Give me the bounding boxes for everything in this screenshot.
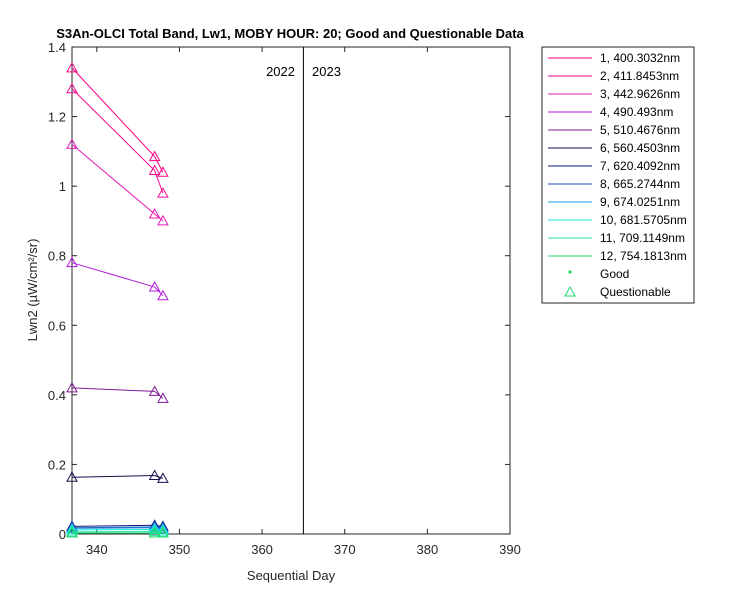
data-point-marker: [66, 381, 78, 393]
legend-entry: 12, 754.1813nm: [600, 249, 687, 263]
data-point-marker: [66, 523, 78, 535]
data-point-marker: [157, 526, 169, 538]
x-tick-label: 380: [417, 542, 439, 557]
legend-entry: 3, 442.9626nm: [600, 87, 680, 101]
data-point-marker: [148, 164, 161, 175]
data-point-marker: [148, 525, 161, 537]
data-point-marker: [148, 150, 161, 162]
y-tick-label: 0: [59, 527, 66, 542]
series-6: [66, 469, 169, 483]
data-point-marker: [66, 471, 78, 482]
y-tick-label: 0.6: [48, 318, 66, 333]
y-axis-ticks: 0 0.2 0.4 0.6 0.8 1 1.2 1.4: [48, 40, 510, 542]
x-tick-label: 360: [251, 542, 273, 557]
y-tick-label: 1.2: [48, 110, 66, 125]
data-point-marker: [66, 61, 78, 73]
legend-marker-questionable: [564, 285, 576, 297]
legend-entry: Questionable: [600, 285, 671, 299]
data-point-marker: [66, 520, 78, 531]
series-line: [71, 88, 164, 194]
y-tick-label: 1: [59, 179, 66, 194]
legend-entry: 6, 560.4503nm: [600, 141, 680, 155]
legend-entry: 1, 400.3032nm: [600, 51, 680, 65]
data-point-marker: [148, 280, 161, 292]
data-point-marker: [148, 523, 161, 534]
data-point-marker: [157, 472, 169, 483]
year-label-left: 2022: [266, 64, 295, 79]
data-point-marker: [148, 526, 161, 538]
x-tick-label: 340: [86, 542, 108, 557]
data-point-marker: [66, 525, 78, 537]
series-line: [71, 67, 164, 173]
x-tick-label: 390: [499, 542, 521, 557]
data-point-marker: [157, 524, 169, 535]
data-point-marker: [66, 82, 78, 94]
x-axis-label: Sequential Day: [247, 568, 336, 583]
legend: 1, 400.3032nm 2, 411.8453nm 3, 442.9626nm 4…: [541, 46, 695, 304]
series-10: [66, 523, 169, 535]
legend-entry: 8, 665.2744nm: [600, 177, 680, 191]
series-line: [71, 262, 164, 297]
series-line: [71, 387, 164, 399]
x-tick-label: 370: [334, 542, 356, 557]
x-tick-label: 350: [169, 542, 191, 557]
year-divider: 2022 2023: [266, 47, 341, 534]
legend-marker-good: [568, 270, 572, 274]
legend-entry: 7, 620.4092nm: [600, 159, 680, 173]
series-3: [66, 138, 169, 226]
series-2: [66, 82, 169, 198]
data-point-marker: [66, 526, 78, 538]
legend-entry: 9, 674.0251nm: [600, 195, 680, 209]
data-point-marker: [157, 214, 169, 226]
y-tick-label: 0.8: [48, 249, 66, 264]
series-1: [66, 61, 169, 177]
axes-frame: [71, 46, 511, 535]
data-point-marker: [157, 187, 169, 198]
data-point-marker: [66, 522, 78, 533]
series-5: [66, 381, 169, 403]
series-layer: [66, 61, 169, 538]
legend-entry: 2, 411.8453nm: [600, 69, 679, 83]
series-4: [66, 256, 169, 301]
x-axis-ticks: 340 350 360 370 380 390: [86, 47, 521, 557]
plot-area: [71, 46, 511, 535]
data-point-marker: [157, 392, 169, 403]
data-point-marker: [157, 520, 169, 531]
legend-entry: 10, 681.5705nm: [600, 213, 687, 227]
data-point-marker: [148, 385, 161, 396]
data-point-marker: [157, 289, 169, 301]
data-point-marker: [66, 256, 78, 268]
y-tick-label: 1.4: [48, 40, 66, 55]
data-point-marker: [148, 207, 161, 219]
legend-entry: Good: [600, 267, 629, 281]
data-point-marker: [157, 166, 169, 177]
legend-entry: 11, 709.1149nm: [600, 231, 685, 245]
data-point-marker: [157, 525, 169, 537]
legend-box: [541, 46, 695, 304]
series-11: [66, 525, 169, 537]
series-line: [71, 144, 164, 222]
y-tick-label: 0.2: [48, 457, 66, 472]
data-point-marker: [66, 138, 78, 149]
y-axis-label: Lwn2 (µW/cm²/sr): [25, 239, 40, 342]
chart-title: S3An-OLCI Total Band, Lw1, MOBY HOUR: 20…: [56, 26, 524, 41]
legend-entry: 4, 490.493nm: [600, 105, 673, 119]
series-12: [66, 526, 169, 538]
data-point-marker: [148, 469, 161, 481]
legend-entry: 5, 510.4676nm: [600, 123, 680, 137]
year-label-right: 2023: [312, 64, 341, 79]
y-tick-label: 0.4: [48, 388, 66, 403]
